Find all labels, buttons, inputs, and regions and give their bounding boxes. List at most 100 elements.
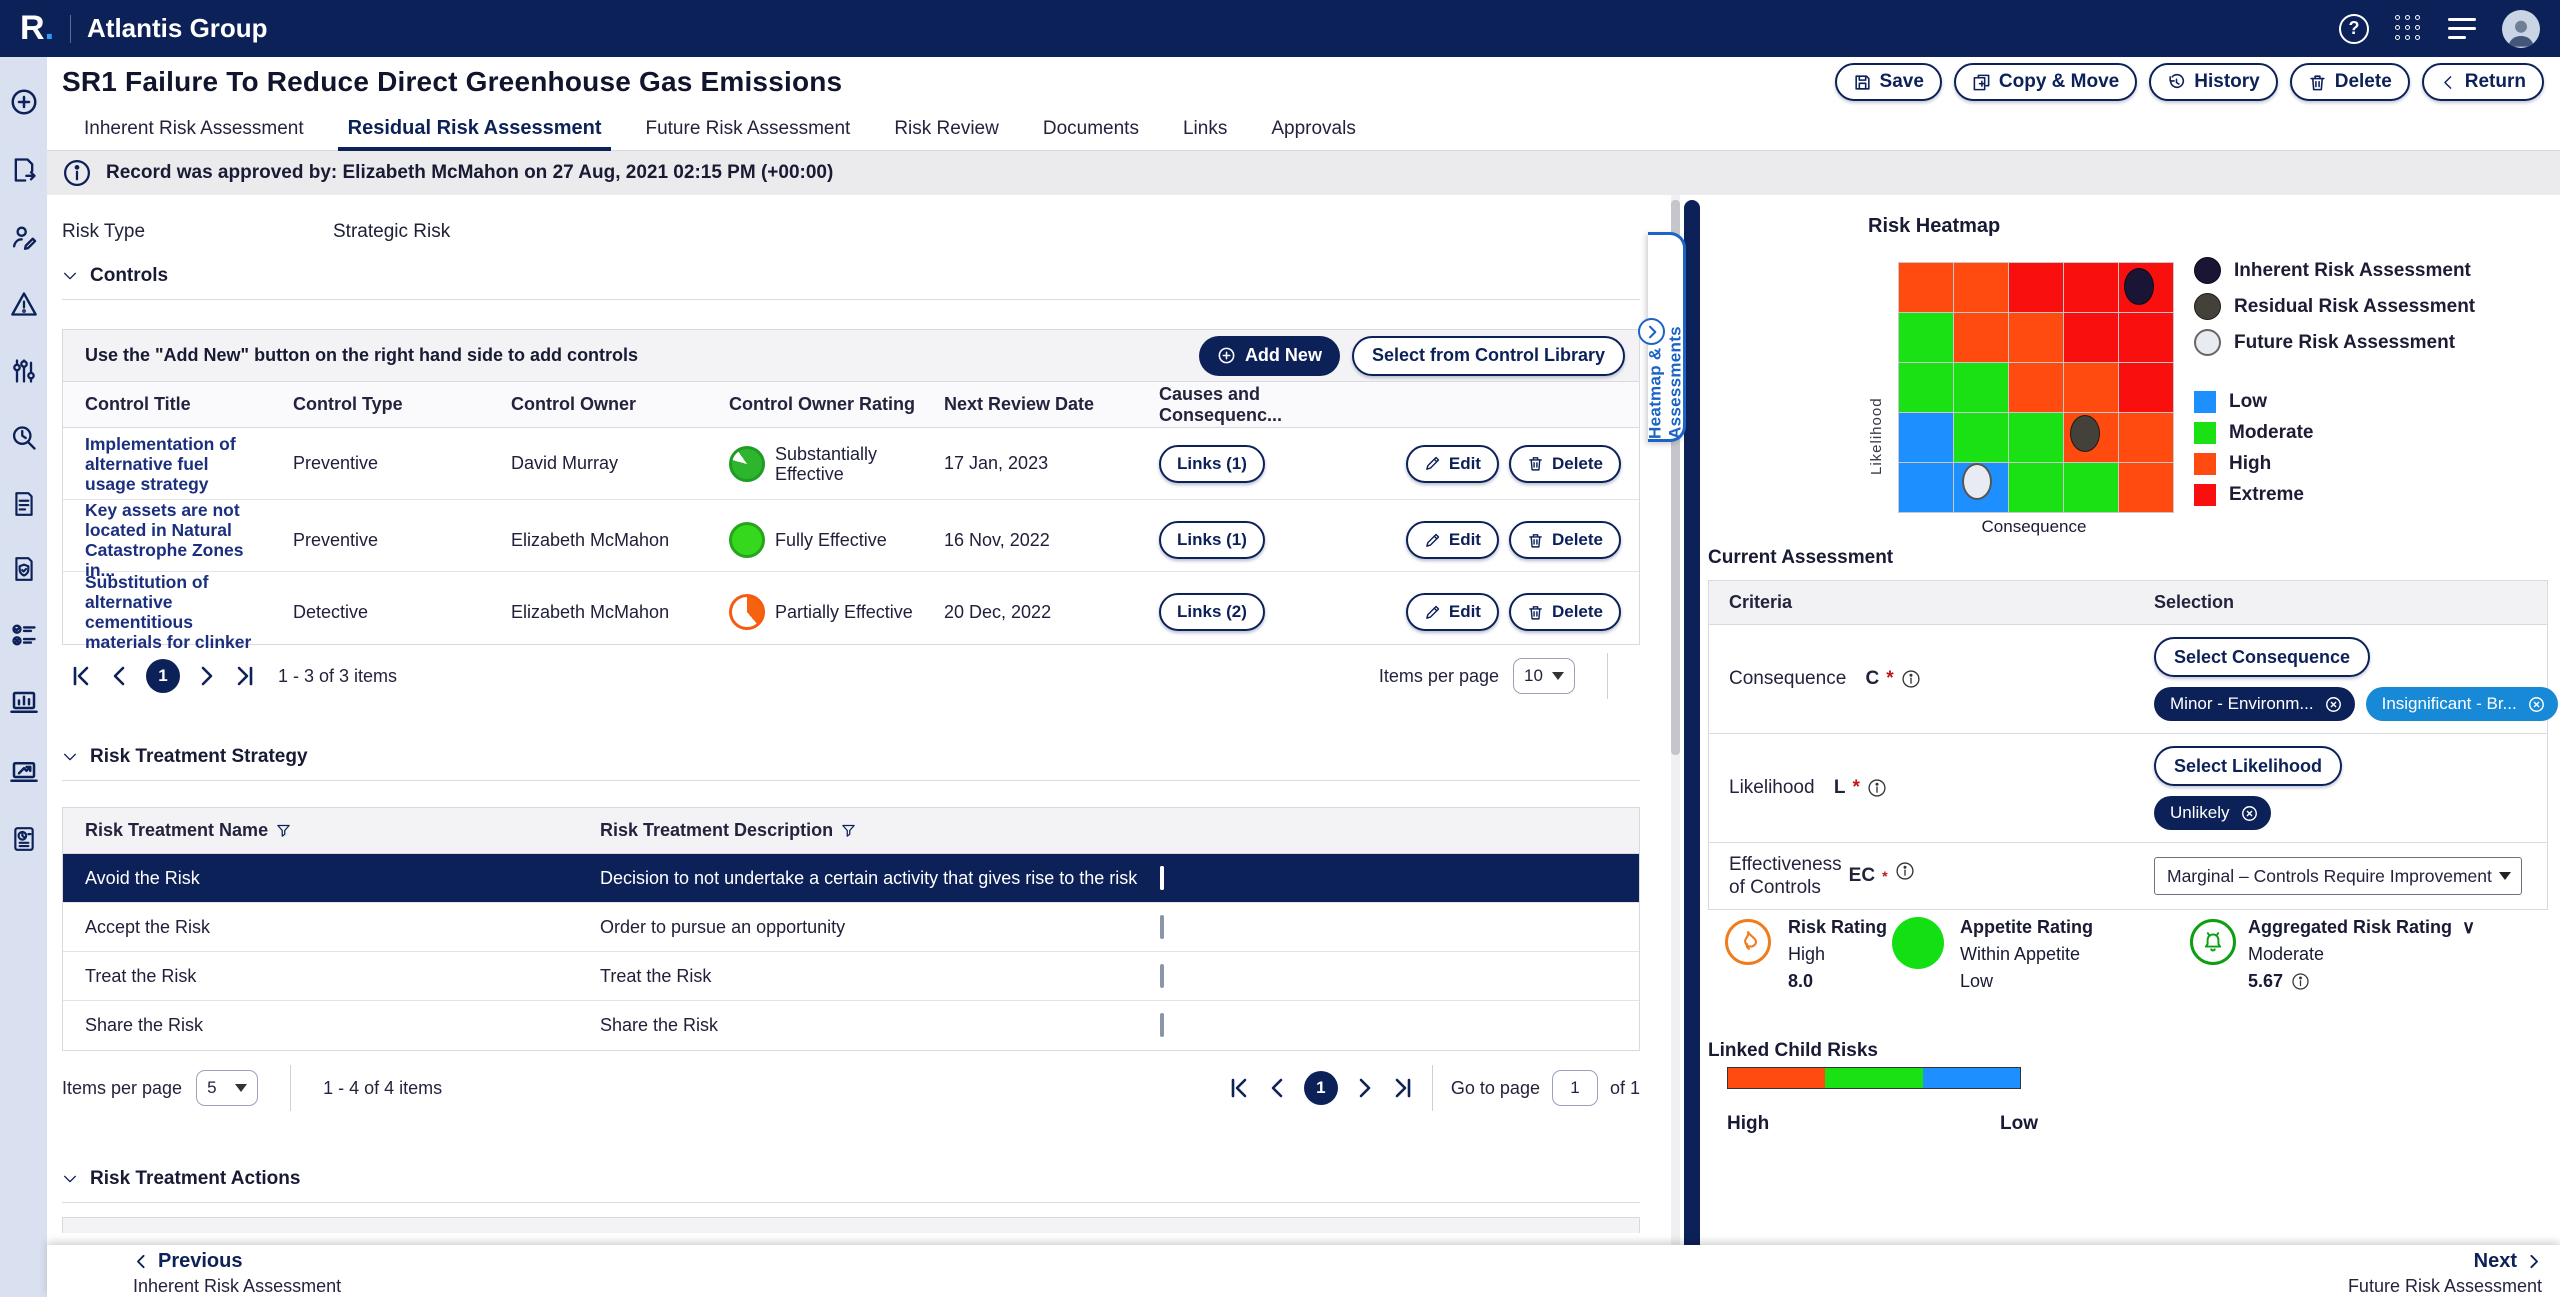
- delete-row-button[interactable]: Delete: [1509, 445, 1621, 483]
- control-title-link[interactable]: Key assets are not located in Natural Ca…: [85, 500, 260, 580]
- tab-risk-review[interactable]: Risk Review: [872, 107, 1021, 150]
- copy-move-button[interactable]: Copy & Move: [1954, 63, 2137, 101]
- rating-partially-effective-icon: [729, 594, 765, 630]
- control-title-link[interactable]: Substitution of alternative cementitious…: [85, 572, 260, 652]
- control-rating: Partially Effective: [729, 594, 929, 630]
- select-from-control-library-button[interactable]: Select from Control Library: [1352, 336, 1625, 376]
- treatment-checkbox[interactable]: [1160, 915, 1164, 939]
- help-icon[interactable]: ?: [2339, 14, 2369, 44]
- treatment-row-treat[interactable]: Treat the Risk Treat the Risk: [63, 952, 1639, 1001]
- add-new-button[interactable]: Add New: [1199, 336, 1340, 376]
- previous-button[interactable]: Previous: [133, 1250, 341, 1273]
- remove-chip-icon[interactable]: [2324, 695, 2343, 714]
- analytics-icon[interactable]: [9, 757, 39, 787]
- links-button[interactable]: Links (1): [1159, 445, 1265, 483]
- org-name: Atlantis Group: [87, 13, 268, 44]
- aggregated-rating-bell-icon: [2190, 919, 2236, 965]
- edit-button[interactable]: Edit: [1406, 521, 1499, 559]
- remove-chip-icon[interactable]: [2527, 695, 2546, 714]
- treatment-row-avoid[interactable]: Avoid the Risk Decision to not undertake…: [63, 854, 1639, 903]
- future-legend-marker: [2194, 329, 2221, 356]
- app-logo[interactable]: R.: [20, 9, 54, 48]
- treatment-checkbox[interactable]: [1160, 866, 1164, 890]
- consequence-row: Consequence C* Select Consequence Minor …: [1709, 625, 2547, 734]
- remove-chip-icon[interactable]: [2240, 804, 2259, 823]
- page-number[interactable]: 1: [146, 659, 180, 693]
- moderate-legend-swatch: [2194, 422, 2216, 444]
- history-icon: [2167, 73, 2186, 92]
- heatmap-assessments-panel: Risk Heatmap Likelihood Consequence Inhe…: [1700, 195, 2560, 1245]
- risk-type-value: Strategic Risk: [333, 221, 450, 243]
- task-checklist-icon[interactable]: [10, 621, 38, 649]
- treatment-checkbox[interactable]: [1160, 964, 1164, 988]
- first-page-button[interactable]: [70, 664, 94, 688]
- controls-section-header[interactable]: Controls: [62, 265, 168, 287]
- last-page-button[interactable]: [1390, 1076, 1414, 1100]
- next-page-button[interactable]: [1352, 1076, 1376, 1100]
- edit-button[interactable]: Edit: [1406, 445, 1499, 483]
- goto-page-input[interactable]: 1: [1552, 1070, 1598, 1106]
- delete-row-button[interactable]: Delete: [1509, 593, 1621, 631]
- info-icon[interactable]: [1867, 778, 1887, 798]
- treatment-row-share[interactable]: Share the Risk Share the Risk: [63, 1001, 1639, 1050]
- risk-treatment-table-header: Risk Treatment Name Risk Treatment Descr…: [63, 808, 1639, 854]
- save-button[interactable]: Save: [1835, 63, 1942, 101]
- col-control-type: Control Type: [293, 394, 511, 415]
- compliance-shield-icon[interactable]: [11, 556, 37, 582]
- treatment-row-accept[interactable]: Accept the Risk Order to pursue an oppor…: [63, 903, 1639, 952]
- treatment-checkbox[interactable]: [1160, 1013, 1164, 1037]
- document-icon[interactable]: [11, 491, 37, 517]
- return-button[interactable]: Return: [2422, 63, 2544, 101]
- filter-icon[interactable]: [276, 823, 291, 838]
- next-button[interactable]: Next: [2348, 1250, 2542, 1273]
- delete-button[interactable]: Delete: [2290, 63, 2410, 101]
- control-rating: Fully Effective: [729, 522, 929, 558]
- delete-row-button[interactable]: Delete: [1509, 521, 1621, 559]
- tab-approvals[interactable]: Approvals: [1249, 107, 1378, 150]
- review-search-icon[interactable]: [10, 424, 38, 452]
- chevron-down-icon[interactable]: ∨: [2462, 917, 2475, 937]
- last-page-button[interactable]: [232, 664, 256, 688]
- items-per-page-select[interactable]: 10: [1513, 658, 1575, 694]
- tab-inherent-risk-assessment[interactable]: Inherent Risk Assessment: [62, 107, 326, 150]
- user-avatar[interactable]: [2502, 10, 2540, 48]
- filter-icon[interactable]: [841, 823, 856, 838]
- apps-grid-icon[interactable]: [2395, 15, 2422, 42]
- effectiveness-select[interactable]: Marginal – Controls Require Improvement: [2154, 857, 2522, 895]
- tab-documents[interactable]: Documents: [1021, 107, 1161, 150]
- dashboard-icon[interactable]: [9, 688, 39, 718]
- sliders-icon[interactable]: [10, 357, 38, 385]
- risk-warning-icon[interactable]: [10, 290, 38, 318]
- links-button[interactable]: Links (1): [1159, 521, 1265, 559]
- history-button[interactable]: History: [2149, 63, 2277, 101]
- select-consequence-button[interactable]: Select Consequence: [2154, 637, 2370, 677]
- menu-icon[interactable]: [2448, 18, 2476, 39]
- first-page-button[interactable]: [1228, 1076, 1252, 1100]
- select-likelihood-button[interactable]: Select Likelihood: [2154, 746, 2342, 786]
- tab-residual-risk-assessment[interactable]: Residual Risk Assessment: [326, 107, 624, 150]
- page-number[interactable]: 1: [1304, 1071, 1338, 1105]
- items-per-page-select[interactable]: 5: [196, 1070, 258, 1106]
- add-record-icon[interactable]: [9, 87, 39, 117]
- links-button[interactable]: Links (2): [1159, 593, 1265, 631]
- info-icon[interactable]: [1895, 861, 1915, 881]
- risk-treatment-actions-section-header[interactable]: Risk Treatment Actions: [62, 1168, 300, 1190]
- risk-treatment-strategy-section-header[interactable]: Risk Treatment Strategy: [62, 746, 308, 768]
- tab-links[interactable]: Links: [1161, 107, 1249, 150]
- document-export-icon[interactable]: [10, 156, 38, 184]
- prev-page-button[interactable]: [108, 664, 132, 688]
- page-header: SR1 Failure To Reduce Direct Greenhouse …: [47, 57, 2560, 107]
- user-edit-icon[interactable]: [10, 223, 38, 251]
- effectiveness-row: Effectivenessof Controls EC* Marginal – …: [1709, 843, 2547, 909]
- prev-page-button[interactable]: [1266, 1076, 1290, 1100]
- next-tab-name: Future Risk Assessment: [2348, 1276, 2542, 1297]
- edit-button[interactable]: Edit: [1406, 593, 1499, 631]
- next-page-button[interactable]: [194, 664, 218, 688]
- info-icon[interactable]: [1901, 669, 1921, 689]
- tab-future-risk-assessment[interactable]: Future Risk Assessment: [623, 107, 872, 150]
- current-assessment-table: Criteria Selection Consequence C* Select…: [1708, 580, 2548, 910]
- panel-collapse-button[interactable]: [1638, 318, 1665, 345]
- report-icon[interactable]: [11, 826, 37, 852]
- info-icon[interactable]: [2291, 972, 2310, 991]
- control-title-link[interactable]: Implementation of alternative fuel usage…: [85, 434, 260, 494]
